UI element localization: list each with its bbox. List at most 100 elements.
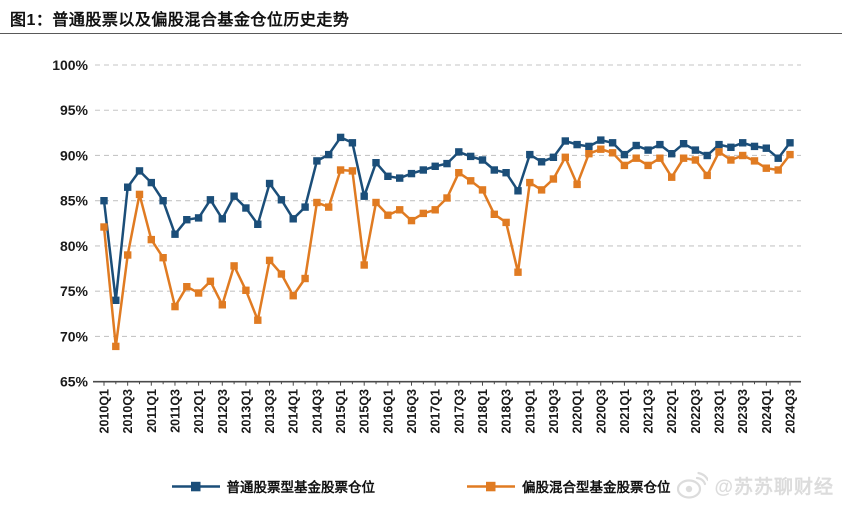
data-point-marker <box>265 179 274 188</box>
data-point-marker <box>762 164 770 172</box>
data-point-marker <box>514 268 522 276</box>
data-point-marker <box>147 178 155 187</box>
data-point-marker <box>194 289 203 297</box>
data-point-marker <box>206 277 215 285</box>
data-point-marker <box>632 154 640 162</box>
data-point-marker <box>230 262 238 270</box>
data-point-marker <box>206 196 215 204</box>
data-point-marker <box>668 150 676 158</box>
data-point-marker <box>644 161 652 170</box>
data-point-marker <box>750 157 759 165</box>
data-point-marker <box>254 316 262 324</box>
data-point-marker <box>407 216 416 225</box>
data-point-marker <box>549 153 558 161</box>
data-point-marker <box>573 180 581 189</box>
data-point-marker <box>715 140 723 149</box>
svg-text:2015Q1: 2015Q1 <box>334 389 348 434</box>
svg-text:85%: 85% <box>60 193 89 209</box>
svg-text:2018Q3: 2018Q3 <box>500 389 514 434</box>
svg-text:2014Q1: 2014Q1 <box>287 389 301 434</box>
data-point-marker <box>218 215 226 223</box>
data-point-marker <box>739 151 747 160</box>
data-point-marker <box>490 210 498 218</box>
data-point-marker <box>147 235 155 244</box>
svg-text:2016Q3: 2016Q3 <box>405 389 419 434</box>
title-divider <box>0 33 842 34</box>
data-point-marker <box>265 256 274 265</box>
data-point-marker <box>727 156 735 164</box>
data-point-marker <box>608 139 617 147</box>
data-point-marker <box>632 141 640 150</box>
data-point-marker <box>490 166 498 174</box>
data-point-marker <box>514 187 522 195</box>
legend-marker-orange-icon <box>467 481 515 491</box>
data-point-marker <box>419 166 427 174</box>
data-point-marker <box>112 296 120 304</box>
legend-item-hybrid-fund: 偏股混合型基金股票仓位 <box>467 476 671 496</box>
data-point-marker <box>183 283 191 291</box>
data-point-marker <box>159 197 167 205</box>
data-point-marker <box>159 254 167 262</box>
data-point-marker <box>313 157 321 165</box>
svg-text:2022Q1: 2022Q1 <box>665 389 679 434</box>
data-point-marker <box>112 342 120 351</box>
svg-text:2022Q3: 2022Q3 <box>689 389 703 434</box>
data-point-marker <box>372 159 380 167</box>
data-point-marker <box>526 150 534 159</box>
data-point-marker <box>549 175 558 183</box>
svg-text:2023Q3: 2023Q3 <box>736 389 750 434</box>
data-point-marker <box>360 192 368 200</box>
data-point-marker <box>277 270 286 278</box>
data-point-marker <box>703 151 711 160</box>
svg-text:2010Q1: 2010Q1 <box>98 389 112 434</box>
data-point-marker <box>289 215 297 223</box>
data-point-marker <box>573 140 581 149</box>
data-point-marker <box>739 139 747 147</box>
data-point-marker <box>502 169 510 177</box>
data-point-marker <box>396 206 404 214</box>
data-point-marker <box>774 166 782 174</box>
data-point-marker <box>656 140 664 149</box>
svg-text:2021Q3: 2021Q3 <box>642 389 656 434</box>
data-point-marker <box>502 218 510 227</box>
data-point-marker <box>336 133 345 142</box>
legend-marker-blue-icon <box>171 481 220 491</box>
data-point-marker <box>703 171 711 180</box>
svg-text:2015Q3: 2015Q3 <box>358 389 372 434</box>
data-point-marker <box>384 211 392 219</box>
data-point-marker <box>727 143 735 151</box>
data-point-marker <box>478 186 487 194</box>
data-point-marker <box>443 159 451 168</box>
series-ordinary-stock-fund <box>100 133 794 304</box>
data-point-marker <box>100 223 108 231</box>
data-point-marker <box>348 139 357 147</box>
data-point-marker <box>608 149 617 157</box>
data-point-marker <box>786 150 794 159</box>
data-point-marker <box>691 156 700 164</box>
svg-text:2010Q3: 2010Q3 <box>121 389 135 434</box>
data-point-marker <box>360 261 368 269</box>
data-point-marker <box>289 292 297 300</box>
data-point-marker <box>620 161 629 170</box>
data-point-marker <box>455 148 463 156</box>
data-point-marker <box>135 190 144 199</box>
data-point-marker <box>443 194 451 202</box>
svg-text:2018Q1: 2018Q1 <box>476 389 490 434</box>
data-point-marker <box>715 148 723 156</box>
svg-text:2019Q1: 2019Q1 <box>523 389 537 434</box>
series-line <box>102 147 791 348</box>
svg-text:2016Q1: 2016Q1 <box>381 389 395 434</box>
svg-text:2012Q3: 2012Q3 <box>216 389 230 434</box>
data-point-marker <box>679 154 688 162</box>
data-point-marker <box>597 145 605 153</box>
data-point-marker <box>171 302 179 311</box>
svg-text:70%: 70% <box>60 328 89 344</box>
svg-text:2013Q1: 2013Q1 <box>239 389 253 434</box>
data-point-marker <box>668 173 676 181</box>
svg-text:2013Q3: 2013Q3 <box>263 389 277 434</box>
svg-text:2024Q1: 2024Q1 <box>760 389 774 434</box>
data-point-marker <box>171 230 179 238</box>
svg-text:2020Q1: 2020Q1 <box>571 389 585 434</box>
